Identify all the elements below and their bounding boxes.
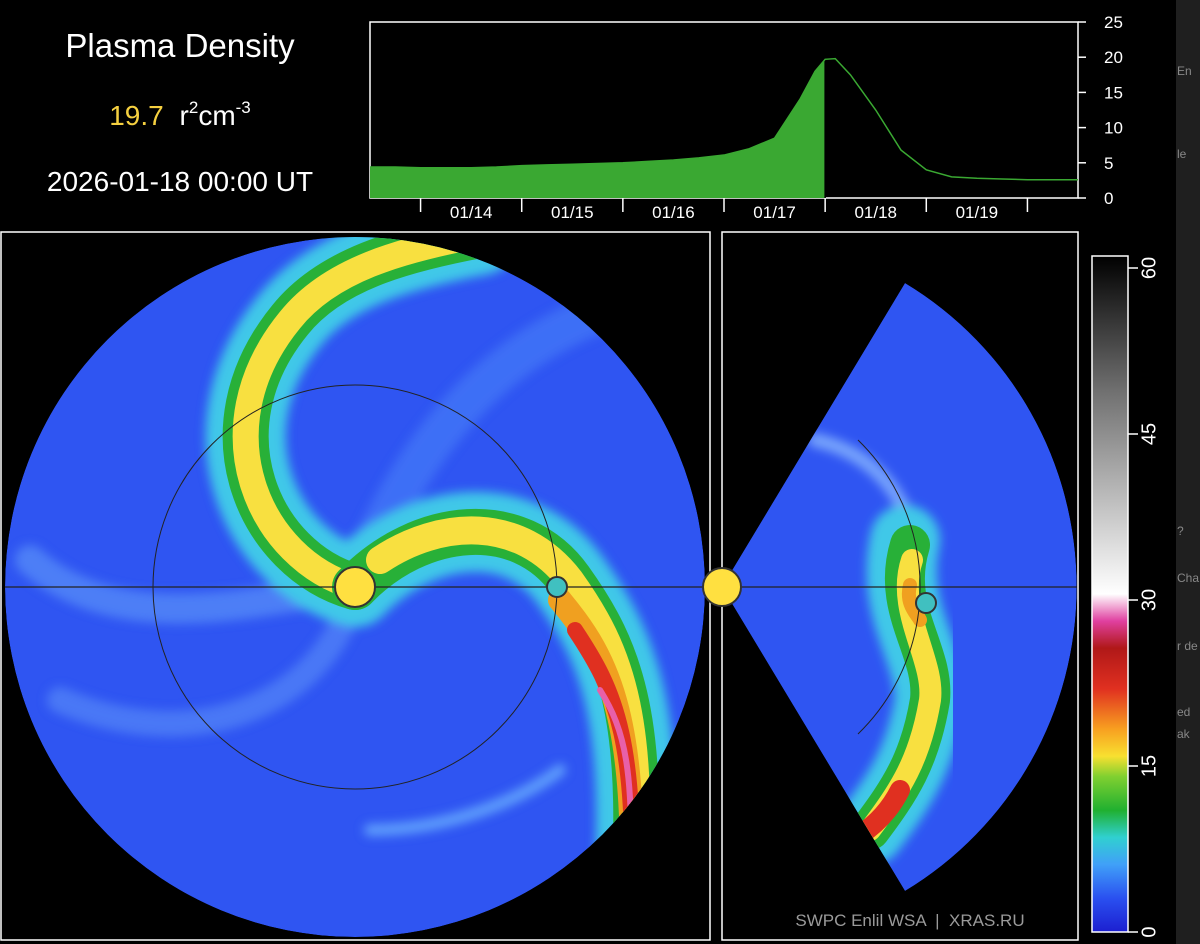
- y-tick-label: 0: [1104, 189, 1113, 208]
- y-tick-label: 15: [1104, 83, 1123, 102]
- unit: r: [180, 100, 189, 131]
- line: [370, 57, 1078, 181]
- x-tick-label: 01/17: [753, 203, 796, 222]
- background-fragments: En le? Cha r de ed ak: [1177, 64, 1199, 741]
- y-tick-label: 5: [1104, 154, 1113, 173]
- x-tick-label: 01/16: [652, 203, 695, 222]
- sun: [702, 567, 742, 607]
- x-tick-label: 01/18: [854, 203, 897, 222]
- earth: [915, 592, 937, 614]
- colorbar: [1091, 255, 1129, 933]
- unit-exponent: 2: [189, 98, 198, 117]
- colorbar-tick-label: 30: [1138, 589, 1160, 611]
- title: Plasma Density: [65, 27, 295, 64]
- value-line: 19.7 r2cm-3: [109, 98, 251, 131]
- colorbar-tick-label: 15: [1138, 755, 1160, 777]
- earth: [546, 576, 568, 598]
- y-tick-label: 25: [1104, 13, 1123, 32]
- x-tick-label: 01/19: [956, 203, 999, 222]
- y-tick-label: 10: [1104, 119, 1123, 138]
- current-value: 19.7: [109, 100, 164, 131]
- colorbar-tick-label: 0: [1138, 926, 1160, 937]
- y-tick-label: 20: [1104, 48, 1123, 67]
- x-tick-label: 01/15: [551, 203, 594, 222]
- colorbar-tick-label: 60: [1138, 257, 1160, 279]
- colorbar-axis: 0 15 30 45 60: [1128, 257, 1160, 938]
- colorbar-tick-label: 45: [1138, 423, 1160, 445]
- fragment-text: r de: [1177, 639, 1198, 653]
- sun: [334, 566, 376, 608]
- fragment-text: En: [1177, 64, 1192, 78]
- unit-exponent: -3: [236, 98, 251, 117]
- unit: cm: [198, 100, 235, 131]
- fragment-text: ak: [1177, 727, 1191, 741]
- fragment-text: ed: [1177, 705, 1190, 719]
- fragment-text: ?: [1177, 524, 1184, 538]
- fragment-text: le: [1177, 147, 1187, 161]
- time-series: 0 5 10 15 20 25 01/14 01/15 01/16 01/17 01/18 01/19: [370, 13, 1123, 222]
- area-fill: [370, 59, 826, 199]
- timestamp: 2026-01-18 00:00 UT: [47, 166, 313, 197]
- x-tick-label: 01/14: [450, 203, 493, 222]
- meridional-map: [722, 283, 1077, 891]
- background-strip: [1176, 0, 1200, 944]
- fragment-text: Cha: [1177, 571, 1199, 585]
- credit: SWPC Enlil WSA | XRAS.RU: [795, 911, 1024, 930]
